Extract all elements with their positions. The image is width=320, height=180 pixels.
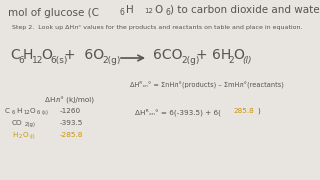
Text: 12: 12 [32,56,44,65]
Text: O: O [41,48,52,62]
Text: mol of glucose (C: mol of glucose (C [8,8,99,18]
Text: C: C [10,48,20,62]
Text: (l): (l) [242,56,252,65]
Text: 6: 6 [12,110,15,115]
Text: 2(g): 2(g) [102,56,120,65]
Text: 12: 12 [144,8,153,14]
Text: O: O [23,132,28,138]
Text: ΔHᴫ° (kJ/mol): ΔHᴫ° (kJ/mol) [45,97,94,104]
Text: -1260: -1260 [60,108,81,114]
Text: 285.8: 285.8 [233,108,254,114]
Text: 6: 6 [37,110,40,115]
Text: ): ) [257,108,260,114]
Text: 6: 6 [165,8,170,17]
Text: -393.5: -393.5 [60,120,84,126]
Text: (l): (l) [30,134,36,139]
Text: 12: 12 [23,110,30,115]
Text: + 6H: + 6H [196,48,231,62]
Text: 6(s): 6(s) [50,56,68,65]
Text: 2: 2 [228,56,234,65]
Text: -285.8: -285.8 [60,132,84,138]
Text: CO: CO [12,120,23,126]
Text: 2(g): 2(g) [25,122,36,127]
Text: H: H [23,48,33,62]
Text: ΔHᴿₓₙ° = 6(-393.5) + 6(: ΔHᴿₓₙ° = 6(-393.5) + 6( [135,108,221,116]
Text: 6CO: 6CO [153,48,182,62]
Text: C: C [5,108,10,114]
Text: ΔHᴿₓₙ° = ΣnHᴫ°(products) – ΣmHᴫ°(reactants): ΔHᴿₓₙ° = ΣnHᴫ°(products) – ΣmHᴫ°(reactan… [130,80,284,87]
Text: 6: 6 [120,8,125,17]
Text: O: O [30,108,36,114]
Text: O: O [154,5,162,15]
Text: 2: 2 [19,134,22,139]
Text: (s): (s) [41,110,48,115]
Text: +  6O: + 6O [64,48,104,62]
Text: 6: 6 [18,56,24,65]
Text: O: O [233,48,244,62]
Text: 2(g): 2(g) [181,56,199,65]
Text: H: H [12,132,18,138]
Text: Step 2.  Look up ΔHᴫ° values for the products and reactants on table and place i: Step 2. Look up ΔHᴫ° values for the prod… [12,25,302,30]
Text: H: H [126,5,134,15]
Text: ) to carbon dioxide and water.: ) to carbon dioxide and water. [170,5,320,15]
Text: H: H [16,108,21,114]
